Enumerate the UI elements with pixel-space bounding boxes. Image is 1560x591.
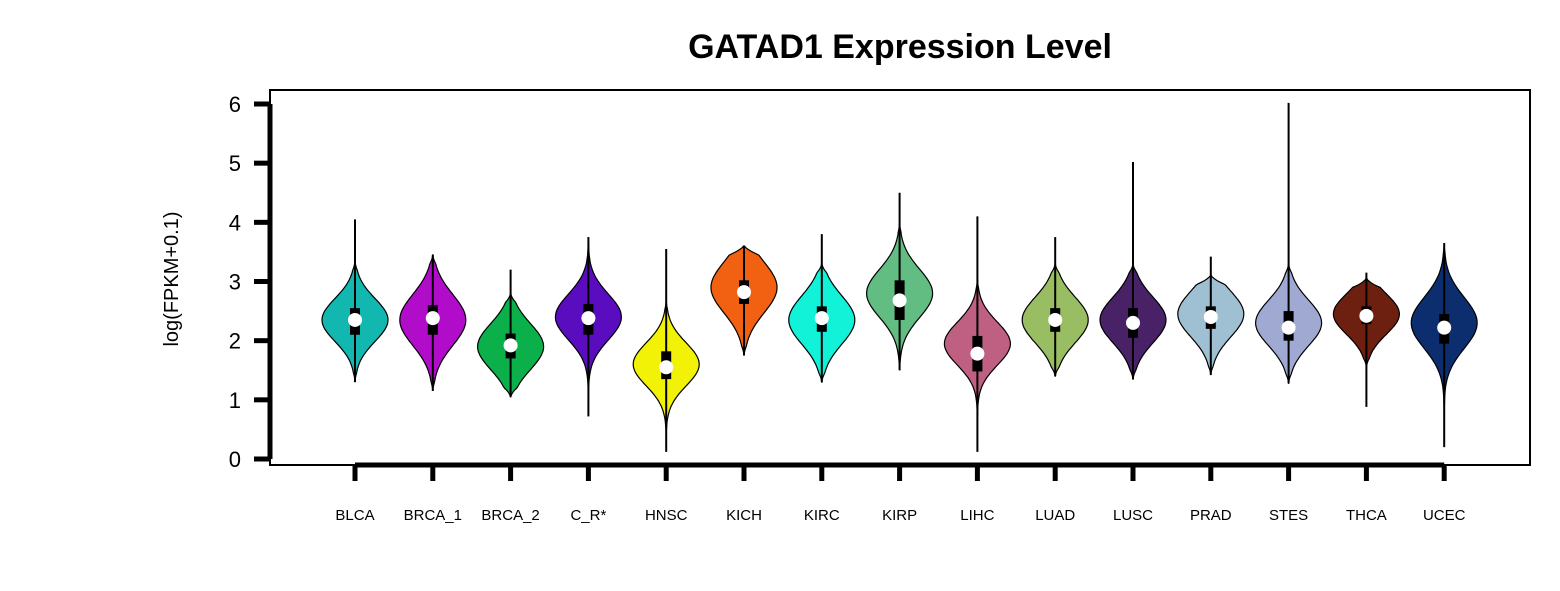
violin-median-point xyxy=(1048,312,1063,327)
violin-group xyxy=(943,216,1012,452)
violin-group xyxy=(1410,242,1478,448)
y-axis-label: log(FPKM+0.1) xyxy=(161,211,183,346)
x-tick-label: KICH xyxy=(726,507,762,524)
y-tick-label: 4 xyxy=(229,210,241,235)
y-tick-label: 2 xyxy=(229,329,241,354)
violin-median-point xyxy=(1281,320,1296,335)
violin-median-point xyxy=(348,312,362,327)
violin-group xyxy=(865,192,934,371)
violin-median-point xyxy=(814,311,829,326)
violin-group xyxy=(710,245,778,356)
violin-group xyxy=(632,248,700,452)
y-tick-label: 6 xyxy=(229,92,241,117)
x-tick-label: LUAD xyxy=(1035,507,1075,524)
x-tick-label: C_R* xyxy=(570,507,606,524)
x-tick-label: LIHC xyxy=(960,507,994,524)
chart-title: GATAD1 Expression Level xyxy=(688,28,1112,66)
x-tick-label: PRAD xyxy=(1190,507,1232,524)
violin-group xyxy=(1332,272,1401,407)
violin-median-point xyxy=(892,293,907,308)
violin-median-point xyxy=(425,311,440,326)
violin-median-point xyxy=(970,346,985,361)
x-tick-label: BRCA_1 xyxy=(404,507,462,524)
x-tick-label: BRCA_2 xyxy=(481,507,539,524)
violin-group xyxy=(399,254,467,392)
violin-group xyxy=(554,237,623,417)
y-tick-label: 5 xyxy=(229,151,241,176)
x-tick-label: HNSC xyxy=(645,507,688,524)
violin-group xyxy=(476,269,545,398)
x-tick-label: KIRP xyxy=(882,507,917,524)
violin-median-point xyxy=(1126,315,1140,330)
violin-median-point xyxy=(581,311,596,326)
violin-group xyxy=(788,234,856,383)
x-tick-label: BLCA xyxy=(335,507,374,524)
violin-median-point xyxy=(737,285,751,300)
x-axis: BLCA BRCA_1 BRCA_2 C_R* HNSC KICH KIRC KIRP LIHC… xyxy=(335,462,1466,524)
y-tick-label: 0 xyxy=(229,447,241,472)
x-tick-label: UCEC xyxy=(1423,507,1466,524)
violin-group xyxy=(1177,256,1245,376)
violin-median-point xyxy=(1437,320,1452,335)
violin-group xyxy=(1254,102,1323,384)
x-tick-label: THCA xyxy=(1346,507,1387,524)
x-tick-label: KIRC xyxy=(804,507,840,524)
violin-group xyxy=(1021,237,1089,377)
violin-series xyxy=(321,102,1478,452)
y-axis: 0 1 2 3 4 5 6 xyxy=(229,92,273,472)
violin-median-point xyxy=(1359,308,1374,323)
y-tick-label: 1 xyxy=(229,388,241,413)
x-tick-label: LUSC xyxy=(1113,507,1153,524)
violin-group xyxy=(321,219,389,383)
y-tick-label: 3 xyxy=(229,270,241,295)
violin-median-point xyxy=(503,338,518,353)
violin-median-point xyxy=(659,360,674,375)
violin-median-point xyxy=(1203,310,1218,324)
violin-group xyxy=(1099,161,1167,380)
x-tick-label: STES xyxy=(1269,507,1308,524)
